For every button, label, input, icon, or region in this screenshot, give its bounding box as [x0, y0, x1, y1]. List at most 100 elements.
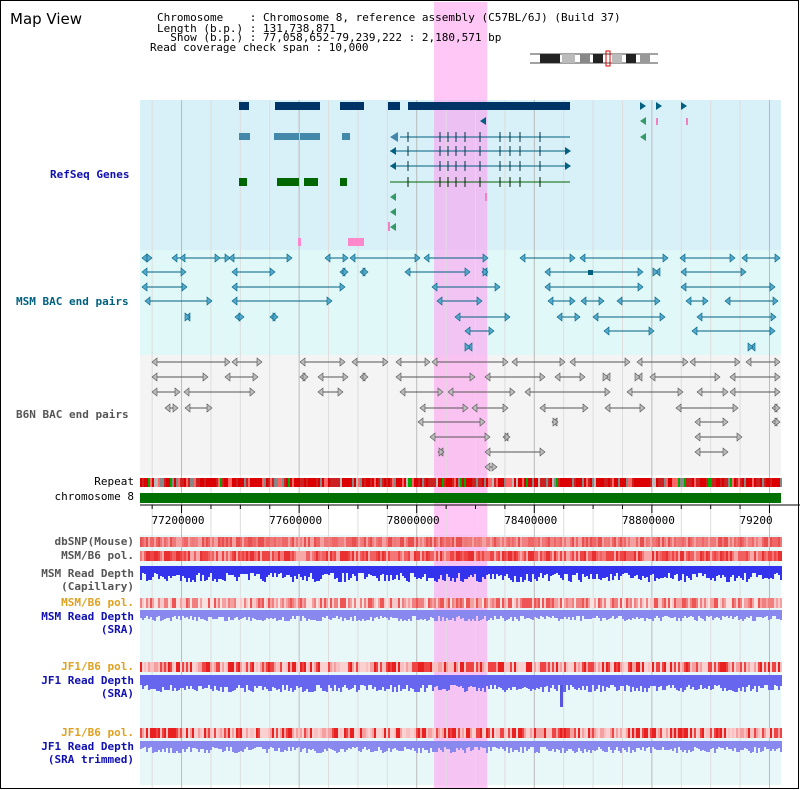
jf1-b6-pol-mark — [146, 662, 148, 672]
jf1-read-sra-bar — [398, 675, 400, 685]
dbsnp-mark — [154, 537, 156, 547]
track-label-dbsnp[interactable]: dbSNP(Mouse) — [54, 535, 134, 548]
jf1-read-sra-bar — [148, 675, 150, 690]
jf1-read-sra-bar — [614, 675, 616, 687]
msm-read-capillary-bar — [570, 566, 572, 582]
repeat-mark — [676, 478, 678, 487]
msm-read-capillary-bar — [406, 566, 408, 581]
jf1-b6-pol-2-mark — [424, 728, 426, 738]
msm-b6-pol-mark — [396, 551, 398, 561]
msm-read-sra-bar — [446, 610, 448, 618]
msm-read-sra-bar — [232, 610, 234, 620]
msm-read-capillary-bar — [464, 566, 466, 579]
track-label-msm-bac[interactable]: MSM BAC end pairs — [16, 295, 129, 308]
repeat-mark — [350, 478, 352, 487]
track-label-jf1-b6-pol-2[interactable]: JF1/B6 pol. — [61, 726, 134, 739]
jf1-b6-pol-mark — [670, 662, 672, 672]
track-label-repeat[interactable]: Repeat — [94, 475, 134, 488]
repeat-mark — [408, 478, 410, 487]
jf1-b6-pol-2-mark — [144, 728, 146, 738]
msm-b6-pol-mark — [260, 551, 262, 561]
track-label-jf1-read-sra[interactable]: JF1 Read Depth — [41, 674, 134, 687]
msm-b6-pol-sra-mark — [776, 598, 778, 608]
jf1-b6-pol-mark — [226, 662, 228, 672]
dbsnp-mark — [366, 537, 368, 547]
jf1-read-trimmed-bar — [150, 741, 152, 747]
repeat-mark — [454, 478, 456, 487]
msm-b6-pol-sra-mark — [510, 598, 512, 608]
jf1-b6-pol-2-mark — [586, 728, 588, 738]
jf1-b6-pol-2-mark — [406, 728, 408, 738]
msm-read-sra-bar — [590, 610, 592, 619]
jf1-read-trimmed-bar — [462, 741, 464, 750]
track-label-chromosome[interactable]: chromosome 8 — [54, 490, 134, 503]
dbsnp-mark — [650, 537, 652, 547]
bac-end — [774, 372, 781, 382]
msm-read-capillary-bar — [162, 566, 164, 577]
jf1-read-trimmed-bar — [760, 741, 762, 752]
jf1-b6-pol-2-mark — [306, 728, 308, 738]
jf1-read-sra-bar — [720, 675, 722, 688]
repeat-mark — [310, 478, 312, 487]
msm-b6-pol-sra-mark — [534, 598, 536, 608]
msm-b6-pol-sra-mark — [770, 598, 772, 608]
dbsnp-mark — [296, 537, 298, 547]
msm-b6-pol-sra-mark — [720, 598, 722, 608]
jf1-b6-pol-2-mark — [346, 728, 348, 738]
msm-b6-pol-mark — [234, 551, 236, 561]
repeat-mark — [588, 478, 590, 487]
jf1-read-sra-bar — [224, 675, 226, 687]
jf1-read-trimmed-bar — [648, 741, 650, 747]
repeat-mark — [618, 478, 620, 487]
track-label-msm-b6-pol[interactable]: MSM/B6 pol. — [61, 549, 134, 562]
repeat-mark — [308, 478, 310, 487]
jf1-b6-pol-2-mark — [600, 728, 602, 738]
track-label-jf1-read-trimmed[interactable]: JF1 Read Depth — [41, 740, 134, 753]
repeat-mark — [448, 478, 450, 487]
jf1-read-trimmed-bar — [572, 741, 574, 751]
jf1-b6-pol-mark — [576, 662, 578, 672]
jf1-read-trimmed-bar — [630, 741, 632, 753]
msm-b6-pol-sra-mark — [184, 598, 186, 608]
msm-read-sra-bar — [226, 610, 228, 621]
jf1-read-sra-bar — [220, 675, 222, 687]
repeat-mark — [620, 478, 622, 487]
msm-read-sra-bar — [276, 610, 278, 621]
msm-b6-pol-sra-mark — [238, 598, 240, 608]
msm-read-capillary-bar — [536, 566, 538, 581]
jf1-b6-pol-2-mark — [776, 728, 778, 738]
jf1-read-sra-bar — [162, 675, 164, 687]
msm-b6-pol-sra-mark — [676, 598, 678, 608]
track-label-jf1-b6-pol[interactable]: JF1/B6 pol. — [61, 660, 134, 673]
gene-arrow — [390, 162, 396, 170]
jf1-read-sra-bar — [258, 675, 260, 686]
msm-b6-pol-mark — [238, 551, 240, 561]
jf1-b6-pol-2-mark — [370, 728, 372, 738]
msm-b6-pol-mark — [760, 551, 762, 561]
jf1-read-sra-bar — [628, 675, 630, 686]
jf1-read-trimmed-bar — [580, 741, 582, 751]
dbsnp-mark — [572, 537, 574, 547]
track-label-msm-read-sra[interactable]: MSM Read Depth — [41, 610, 134, 623]
msm-read-capillary-bar — [708, 566, 710, 578]
bac-end — [574, 312, 581, 322]
jf1-b6-pol-2-mark — [148, 728, 150, 738]
msm-read-sra-bar — [326, 610, 328, 616]
msm-b6-pol-sra-mark — [560, 598, 562, 608]
bac-end — [362, 267, 369, 277]
jf1-b6-pol-2-mark — [496, 728, 498, 738]
track-label-b6n-bac[interactable]: B6N BAC end pairs — [16, 408, 129, 421]
bac-end — [654, 296, 661, 306]
jf1-read-sra-bar — [486, 675, 488, 686]
jf1-read-sra-bar — [714, 675, 716, 685]
track-label-msm-read-capillary[interactable]: MSM Read Depth — [41, 567, 134, 580]
track-label-refseq[interactable]: RefSeq Genes — [50, 168, 130, 181]
msm-b6-pol-sra-mark — [410, 598, 412, 608]
dbsnp-mark — [592, 537, 594, 547]
repeat-mark — [496, 478, 498, 487]
msm-read-sra-bar — [502, 610, 504, 618]
track-label-msm-b6-pol-sra[interactable]: MSM/B6 pol. — [61, 596, 134, 609]
msm-b6-pol-sra-mark — [268, 598, 270, 608]
msm-read-capillary-bar — [566, 566, 568, 574]
